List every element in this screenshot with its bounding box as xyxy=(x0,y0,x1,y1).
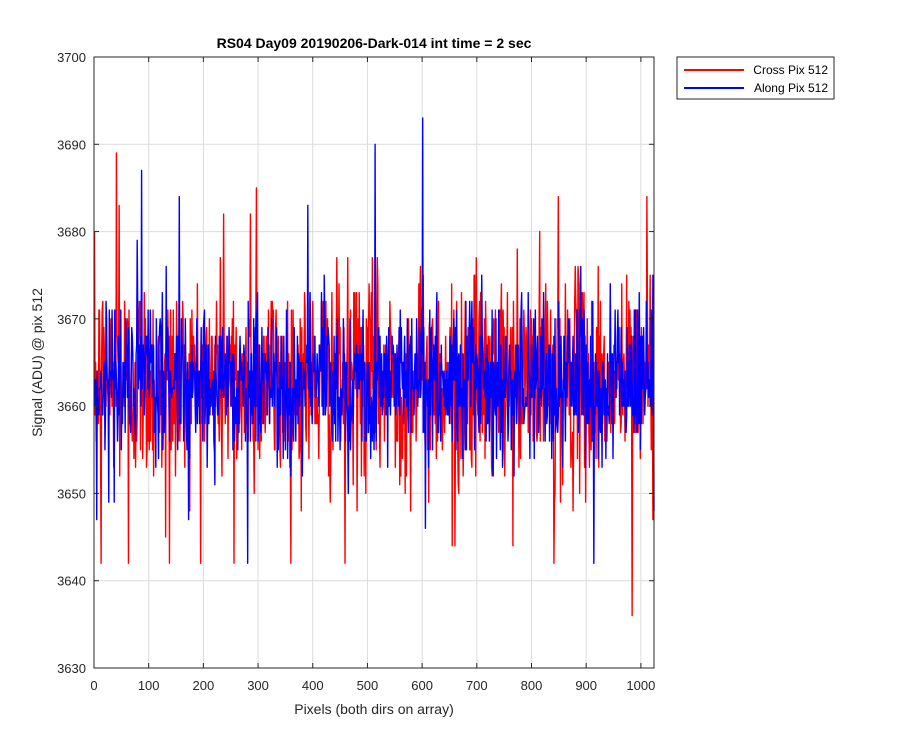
y-tick-label: 3640 xyxy=(57,574,86,589)
y-tick-label: 3630 xyxy=(57,661,86,676)
y-tick-label: 3660 xyxy=(57,399,86,414)
legend-label-along: Along Pix 512 xyxy=(754,81,828,95)
x-tick-label: 300 xyxy=(247,678,269,693)
y-tick-label: 3670 xyxy=(57,312,86,327)
chart-title: RS04 Day09 20190206-Dark-014 int time = … xyxy=(217,35,532,51)
y-tick-label: 3700 xyxy=(57,50,86,65)
x-tick-label: 800 xyxy=(521,678,543,693)
plot-lines xyxy=(93,117,655,617)
legend-label-cross: Cross Pix 512 xyxy=(753,63,828,77)
y-tick-label: 3680 xyxy=(57,225,86,240)
x-tick-label: 400 xyxy=(302,678,324,693)
axes-frame xyxy=(93,56,655,669)
x-tick-label: 500 xyxy=(357,678,379,693)
legend-box xyxy=(676,56,835,100)
y-tick-label: 3690 xyxy=(57,137,86,152)
x-tick-label: 200 xyxy=(193,678,215,693)
x-tick-label: 900 xyxy=(575,678,597,693)
legend: Cross Pix 512 Along Pix 512 xyxy=(676,56,835,100)
axis-ticks: 0 100 200 300 400 500 600 700 800 900 1000 3630 3640… xyxy=(57,50,655,693)
x-tick-label: 0 xyxy=(90,678,97,693)
y-tick-label: 3650 xyxy=(57,486,86,501)
x-tick-label: 700 xyxy=(466,678,488,693)
x-axis-label: Pixels (both dirs on array) xyxy=(294,701,454,717)
x-tick-label: 600 xyxy=(411,678,433,693)
x-tick-label: 100 xyxy=(138,678,160,693)
series-line-along xyxy=(93,117,655,564)
x-tick-label: 1000 xyxy=(626,678,655,693)
y-axis-label: Signal (ADU) @ pix 512 xyxy=(29,288,45,437)
